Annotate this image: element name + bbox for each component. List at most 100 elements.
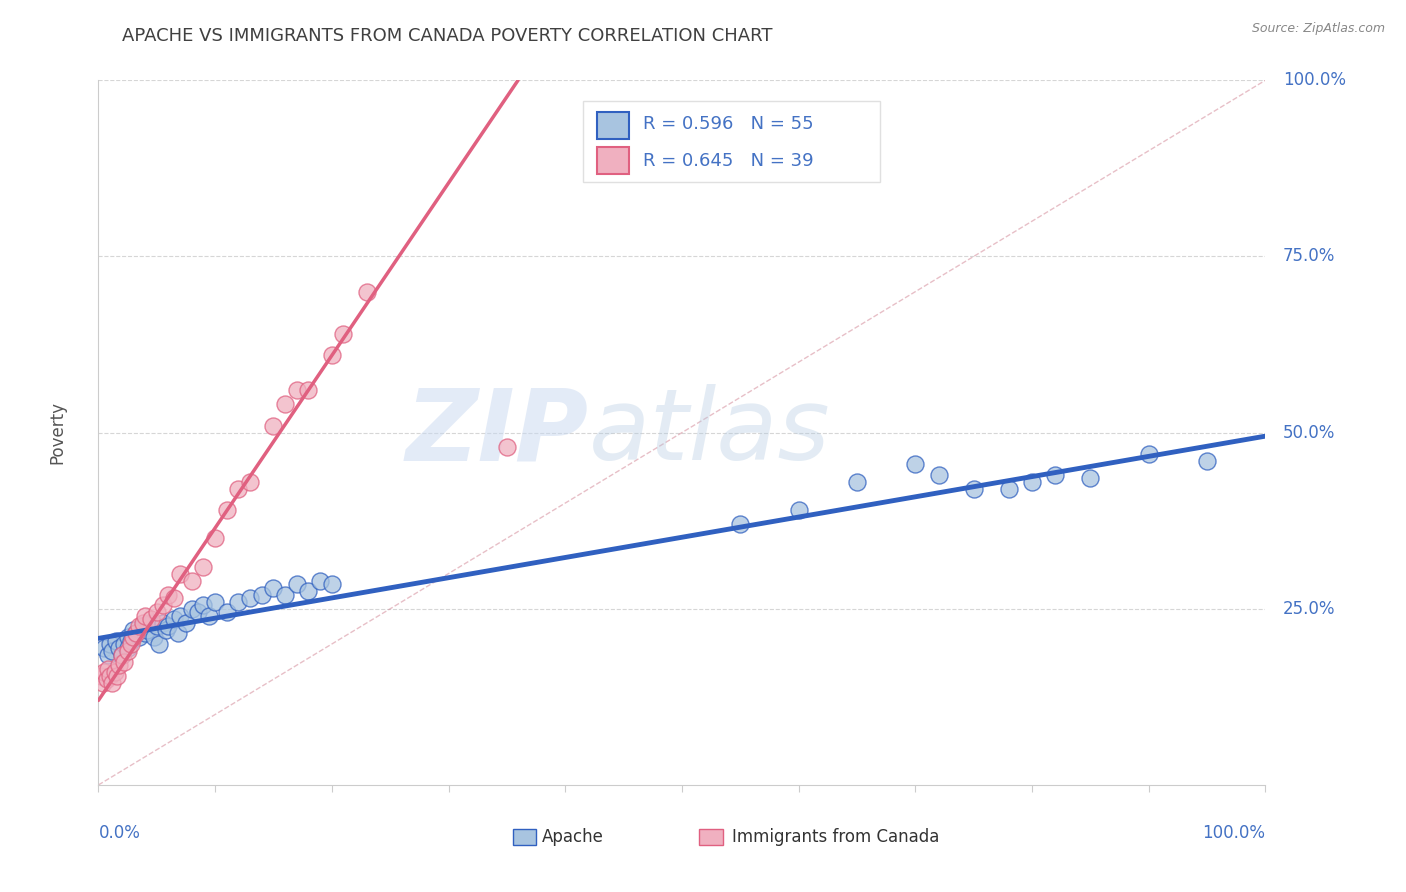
Point bbox=[228, 595, 250, 609]
Point bbox=[1080, 471, 1102, 485]
Point bbox=[93, 665, 115, 680]
Point bbox=[134, 608, 156, 623]
Point bbox=[193, 559, 215, 574]
Point bbox=[163, 612, 186, 626]
Point bbox=[105, 669, 128, 683]
Point bbox=[155, 623, 177, 637]
Point bbox=[148, 637, 170, 651]
Point bbox=[787, 503, 810, 517]
Point bbox=[136, 623, 159, 637]
Text: R = 0.645   N = 39: R = 0.645 N = 39 bbox=[644, 152, 814, 169]
Point bbox=[157, 619, 180, 633]
Point bbox=[122, 630, 145, 644]
Text: 50.0%: 50.0% bbox=[1282, 424, 1336, 442]
Point bbox=[228, 482, 250, 496]
FancyBboxPatch shape bbox=[596, 147, 630, 174]
Point bbox=[215, 605, 238, 619]
Point bbox=[169, 566, 191, 581]
Point bbox=[297, 384, 319, 398]
Point bbox=[98, 669, 121, 683]
Point bbox=[928, 467, 950, 482]
Point bbox=[309, 574, 332, 588]
Point bbox=[285, 577, 308, 591]
Text: 100.0%: 100.0% bbox=[1282, 71, 1346, 89]
FancyBboxPatch shape bbox=[513, 830, 536, 845]
Point bbox=[846, 475, 869, 489]
Point bbox=[132, 619, 155, 633]
Point bbox=[297, 584, 319, 599]
Point bbox=[166, 626, 188, 640]
FancyBboxPatch shape bbox=[582, 102, 880, 183]
Point bbox=[962, 482, 984, 496]
FancyBboxPatch shape bbox=[699, 830, 723, 845]
Text: Immigrants from Canada: Immigrants from Canada bbox=[733, 828, 939, 847]
Point bbox=[332, 326, 354, 341]
Point bbox=[174, 615, 197, 630]
Point bbox=[239, 475, 262, 489]
Point bbox=[96, 673, 118, 687]
Point bbox=[117, 640, 139, 655]
Point bbox=[1137, 447, 1160, 461]
Text: APACHE VS IMMIGRANTS FROM CANADA POVERTY CORRELATION CHART: APACHE VS IMMIGRANTS FROM CANADA POVERTY… bbox=[122, 27, 772, 45]
Point bbox=[122, 623, 145, 637]
Point bbox=[117, 630, 139, 644]
Point bbox=[143, 630, 166, 644]
Point bbox=[239, 591, 262, 606]
Text: 100.0%: 100.0% bbox=[1202, 823, 1265, 842]
Point bbox=[125, 626, 148, 640]
Point bbox=[180, 601, 202, 615]
Point bbox=[146, 619, 169, 633]
Point bbox=[112, 655, 135, 669]
Point bbox=[198, 608, 221, 623]
Point bbox=[132, 615, 155, 630]
Point bbox=[250, 588, 273, 602]
Point bbox=[97, 648, 120, 662]
Point bbox=[169, 608, 191, 623]
Point bbox=[108, 658, 131, 673]
Point bbox=[97, 662, 120, 676]
Point bbox=[496, 440, 519, 454]
Point bbox=[128, 619, 150, 633]
Point bbox=[904, 458, 927, 472]
Point bbox=[356, 285, 378, 299]
Point bbox=[139, 612, 162, 626]
Point bbox=[204, 595, 226, 609]
Text: 25.0%: 25.0% bbox=[1282, 599, 1336, 618]
Point bbox=[91, 675, 114, 690]
Point bbox=[104, 665, 127, 680]
Text: Source: ZipAtlas.com: Source: ZipAtlas.com bbox=[1251, 22, 1385, 36]
Point bbox=[321, 577, 343, 591]
Point bbox=[146, 605, 169, 619]
Point bbox=[1021, 475, 1043, 489]
Point bbox=[98, 637, 121, 651]
Point bbox=[997, 482, 1019, 496]
Point bbox=[120, 633, 142, 648]
Point bbox=[152, 599, 174, 613]
Point bbox=[101, 675, 124, 690]
Point bbox=[262, 418, 284, 433]
Point bbox=[128, 630, 150, 644]
Point bbox=[262, 581, 284, 595]
Point bbox=[187, 605, 209, 619]
Point bbox=[139, 615, 162, 630]
Point bbox=[120, 637, 142, 651]
Point bbox=[125, 626, 148, 640]
Point bbox=[274, 397, 297, 411]
Point bbox=[111, 648, 134, 662]
Point bbox=[193, 599, 215, 613]
Point bbox=[90, 669, 112, 683]
Point bbox=[215, 503, 238, 517]
Point bbox=[152, 615, 174, 630]
Text: Apache: Apache bbox=[541, 828, 603, 847]
Point bbox=[93, 640, 115, 655]
Point bbox=[108, 640, 131, 655]
Text: 0.0%: 0.0% bbox=[98, 823, 141, 842]
Point bbox=[180, 574, 202, 588]
Point bbox=[1045, 467, 1067, 482]
Point bbox=[163, 591, 186, 606]
Point bbox=[134, 626, 156, 640]
Point bbox=[1195, 454, 1218, 468]
Text: Poverty: Poverty bbox=[49, 401, 66, 464]
Point bbox=[117, 644, 139, 658]
Point bbox=[274, 588, 297, 602]
